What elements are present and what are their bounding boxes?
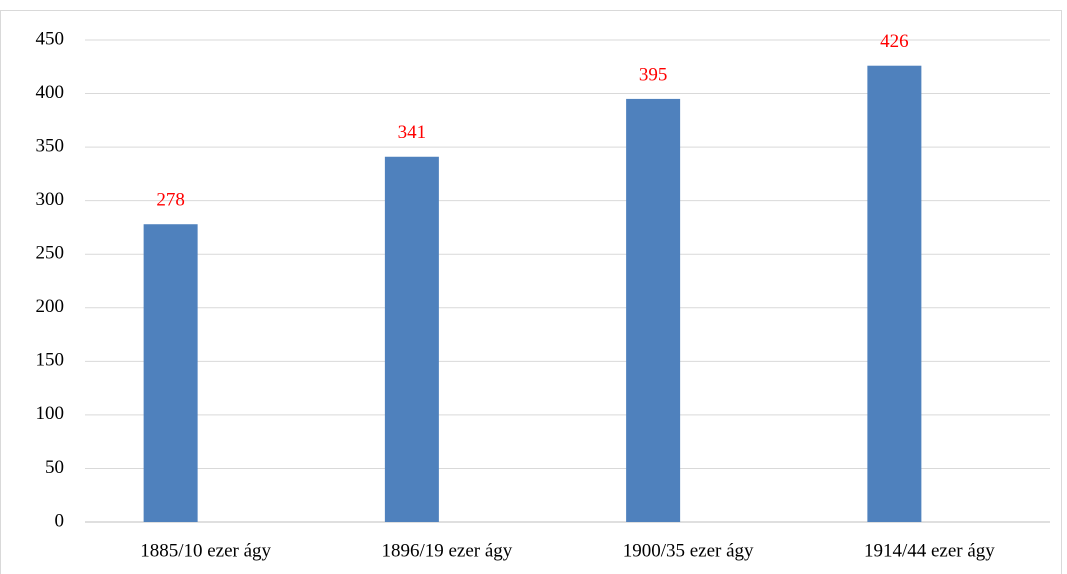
bar — [626, 98, 681, 523]
y-tick-label: 0 — [55, 510, 65, 531]
y-tick-label: 350 — [36, 135, 65, 156]
data-label: 395 — [639, 64, 668, 85]
x-tick-label: 1914/44 ezer ágy — [864, 540, 995, 561]
y-tick-label: 400 — [36, 82, 65, 103]
data-label: 341 — [398, 122, 427, 143]
bar — [384, 156, 439, 523]
y-tick-label: 450 — [36, 28, 65, 49]
y-tick-label: 300 — [36, 189, 65, 210]
x-tick-label: 1900/35 ezer ágy — [623, 540, 754, 561]
data-label: 278 — [156, 190, 185, 211]
y-tick-label: 250 — [36, 243, 65, 264]
bar — [867, 65, 922, 522]
y-tick-label: 100 — [36, 403, 65, 424]
bar — [143, 224, 198, 522]
y-tick-label: 200 — [36, 296, 65, 317]
x-tick-label: 1896/19 ezer ágy — [381, 540, 512, 561]
y-tick-label: 50 — [45, 457, 64, 478]
data-label: 426 — [880, 31, 909, 52]
x-tick-label: 1885/10 ezer ágy — [140, 540, 271, 561]
chart-border — [0, 10, 1062, 574]
y-tick-label: 150 — [36, 350, 65, 371]
